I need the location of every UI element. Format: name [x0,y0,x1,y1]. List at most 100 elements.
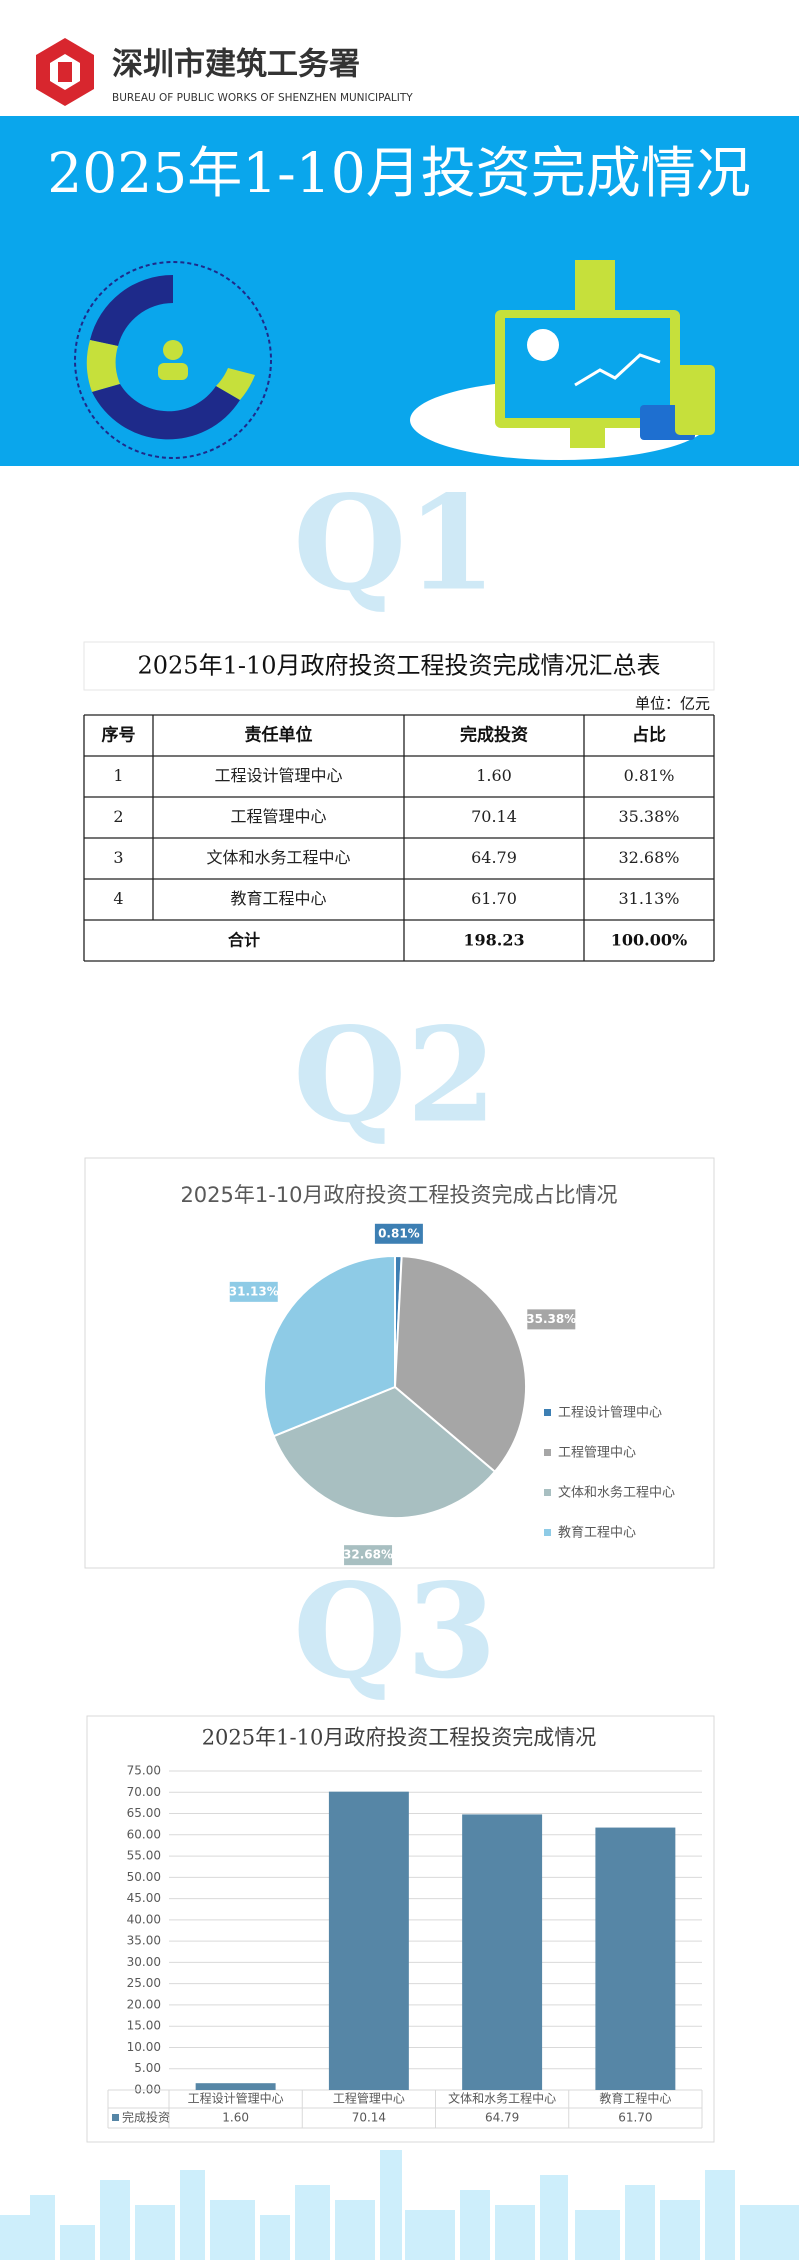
table-cell: 31.13% [618,889,679,908]
table-cell: 文体和水务工程中心 [206,848,350,867]
building [135,2205,175,2260]
legend-swatch [544,1529,551,1536]
building [495,2205,535,2260]
chart-title: 2025年1-10月政府投资工程投资完成占比情况 [180,1183,617,1207]
building [30,2195,55,2260]
data-table-value: 61.70 [618,2111,652,2125]
x-tick-label: 教育工程中心 [599,2091,671,2106]
y-tick-label: 30.00 [127,1955,161,1969]
y-tick-label: 75.00 [127,1764,161,1778]
skyline [0,2150,799,2260]
section-label: Q2 [293,999,497,1152]
building [625,2185,655,2260]
y-tick-label: 45.00 [127,1891,161,1905]
building [260,2215,290,2260]
legend-swatch [112,2114,119,2121]
building [180,2170,205,2260]
legend-label: 完成投资 [122,2110,170,2125]
table-cell: 2 [113,807,123,826]
y-tick-label: 25.00 [127,1976,161,1990]
pie-slice [393,1255,527,1474]
data-label: 32.68% [343,1548,393,1562]
data-label-box [374,1223,423,1244]
y-tick-label: 35.00 [127,1934,161,1948]
org-name: 深圳市建筑工务署 [112,47,360,83]
org-name-en: BUREAU OF PUBLIC WORKS OF SHENZHEN MUNIC… [112,92,413,104]
legend-label: 工程设计管理中心 [558,1406,662,1421]
bar [462,1814,543,2090]
data-label: 31.13% [229,1284,279,1298]
table-cell: 35.38% [618,807,679,826]
y-tick-label: 70.00 [127,1785,161,1799]
table-total: 合计 [228,931,260,950]
table-cell: 64.79 [471,848,517,867]
data-label: 35.38% [526,1312,576,1326]
table-header: 占比 [632,725,666,746]
x-tick-label: 工程管理中心 [333,2091,405,2106]
y-tick-label: 50.00 [127,1870,161,1884]
y-tick-label: 20.00 [127,1997,161,2011]
building [335,2200,375,2260]
table-unit: 单位：亿元 [635,695,710,713]
table-total: 100.00% [611,931,687,950]
building [405,2210,455,2260]
data-table-value: 64.79 [485,2111,519,2125]
building [380,2150,402,2260]
page-title: 2025年1-10月投资完成情况 [47,141,751,205]
building [60,2225,95,2260]
y-tick-label: 65.00 [127,1806,161,1820]
legend-label: 工程管理中心 [558,1446,636,1461]
y-tick-label: 10.00 [127,2040,161,2054]
building [210,2200,255,2260]
table-total: 198.23 [463,931,524,950]
table-cell: 工程管理中心 [230,807,326,826]
building [540,2175,568,2260]
bar [595,1827,676,2090]
y-tick-label: 55.00 [127,1849,161,1863]
legend-swatch [544,1449,551,1456]
data-table-value: 70.14 [352,2111,386,2125]
legend-label: 教育工程中心 [558,1525,636,1541]
deco-stand [570,428,605,448]
logo-core [58,62,72,82]
building [460,2190,490,2260]
building [660,2200,700,2260]
building [100,2180,130,2260]
table-cell: 32.68% [618,848,679,867]
table-cell: 70.14 [471,807,517,826]
deco-phone [675,365,715,435]
section-label: Q1 [293,467,497,620]
table-header: 序号 [102,725,136,746]
data-label-box [527,1309,576,1330]
table-title-box [83,641,715,691]
deco-pie [527,329,559,361]
pie-slice [272,1385,497,1519]
building [740,2205,799,2260]
table-cell: 1 [113,766,123,785]
legend-swatch [544,1489,551,1496]
table-header: 责任单位 [245,725,313,746]
table-header: 完成投资 [460,725,528,746]
building [705,2170,735,2260]
table-cell: 61.70 [471,889,517,908]
data-label-box [344,1545,393,1566]
table-cell: 3 [113,848,123,867]
x-tick-label: 文体和水务工程中心 [448,2091,556,2106]
deco-seg [216,368,255,400]
bar [328,1791,409,2090]
bar [195,2083,276,2090]
data-table-value: 1.60 [222,2111,249,2125]
deco-seg [90,274,173,346]
table-cell: 1.60 [476,766,512,785]
table-cell: 0.81% [624,766,675,785]
deco-person [163,340,183,360]
table-cell: 4 [113,889,123,908]
y-tick-label: 60.00 [127,1827,161,1841]
pie-slice [263,1254,396,1438]
legend-swatch [544,1409,551,1416]
data-label: 0.81% [378,1226,420,1240]
deco-seg [92,384,240,440]
table-cell: 工程设计管理中心 [214,766,342,785]
